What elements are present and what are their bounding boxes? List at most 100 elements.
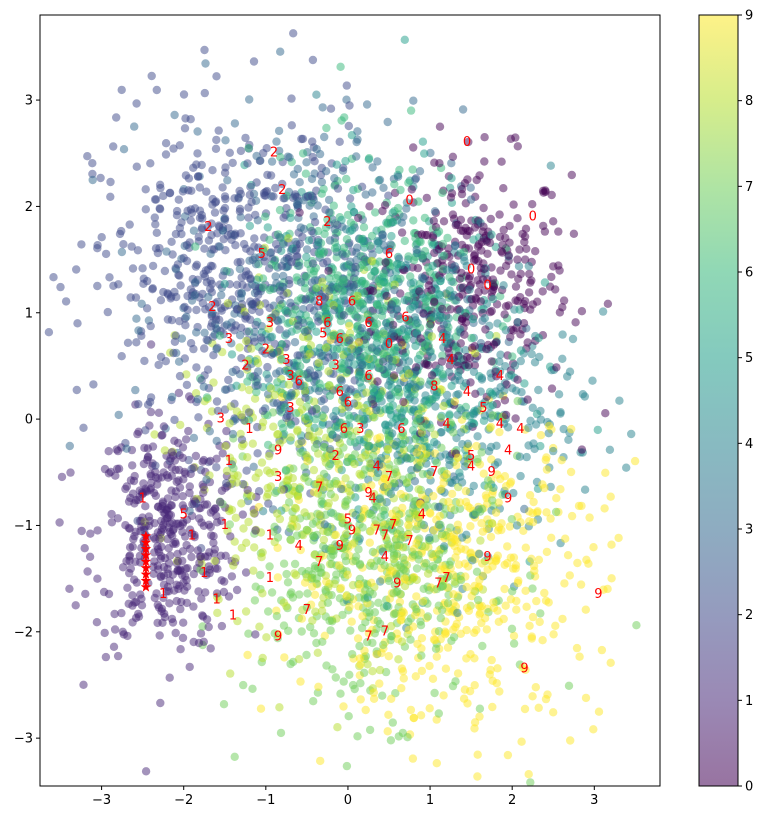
data-point: [150, 213, 159, 222]
data-point: [253, 422, 262, 432]
data-point: [564, 681, 574, 690]
data-point: [132, 314, 141, 323]
digit-annotation: 9: [483, 550, 491, 565]
data-point: [409, 96, 418, 105]
data-point: [384, 576, 394, 586]
data-point: [541, 187, 550, 196]
data-point: [348, 432, 357, 441]
data-point: [348, 680, 358, 690]
data-point: [250, 234, 259, 243]
data-point: [480, 314, 489, 323]
data-point: [222, 466, 232, 476]
data-point: [448, 152, 458, 161]
data-point: [293, 351, 302, 360]
y-tick-label: 2: [25, 200, 33, 215]
data-point: [301, 327, 310, 336]
data-point: [189, 433, 199, 443]
data-point: [163, 534, 172, 544]
data-point: [338, 543, 348, 552]
data-point: [147, 71, 156, 81]
digit-annotation: 7: [385, 470, 393, 485]
data-point: [495, 427, 504, 437]
data-point: [104, 589, 114, 599]
data-point: [264, 374, 273, 383]
data-point: [295, 178, 304, 187]
y-tick-label: −1: [14, 519, 33, 534]
data-point: [528, 518, 538, 527]
data-point: [283, 475, 292, 485]
data-point: [574, 501, 584, 511]
data-point: [412, 605, 421, 614]
data-point: [456, 576, 466, 585]
digit-annotation: 4: [467, 460, 475, 475]
data-point: [235, 343, 244, 352]
data-point: [426, 467, 436, 477]
data-point: [332, 479, 342, 489]
data-point: [92, 618, 102, 627]
data-point: [523, 395, 532, 404]
data-point: [175, 371, 185, 381]
data-point: [164, 587, 173, 596]
data-point: [522, 244, 531, 253]
data-point: [410, 390, 419, 399]
data-point: [396, 185, 405, 195]
data-point: [312, 90, 321, 99]
data-point: [322, 317, 331, 326]
data-point: [555, 266, 564, 275]
data-point: [155, 204, 165, 214]
data-point: [148, 261, 158, 271]
data-point: [250, 242, 259, 251]
data-point: [601, 468, 610, 477]
data-point: [212, 463, 221, 472]
data-point: [342, 368, 351, 377]
data-point: [513, 296, 522, 306]
data-point: [438, 313, 447, 322]
data-point: [267, 157, 277, 166]
data-point: [172, 477, 181, 486]
data-point: [431, 402, 440, 411]
data-point: [410, 175, 420, 184]
data-point: [354, 338, 364, 347]
data-point: [416, 711, 426, 720]
data-point: [286, 590, 295, 599]
data-point: [279, 271, 288, 281]
data-point: [493, 526, 503, 535]
data-point: [162, 247, 171, 256]
colorbar-tick-label: 4: [745, 437, 753, 452]
data-point: [506, 477, 516, 486]
data-point: [381, 533, 390, 542]
data-point: [232, 478, 241, 487]
data-point: [220, 168, 230, 177]
data-point: [65, 584, 74, 593]
data-point: [383, 117, 392, 127]
data-point: [406, 304, 415, 314]
data-point: [341, 529, 351, 539]
data-point: [197, 160, 206, 170]
data-point: [526, 778, 535, 786]
data-point: [176, 281, 185, 290]
data-point: [197, 594, 206, 603]
data-point: [146, 469, 155, 479]
data-point: [195, 206, 205, 215]
data-point: [353, 532, 362, 541]
data-point: [390, 479, 399, 488]
data-point: [554, 390, 564, 399]
data-point: [243, 159, 252, 168]
data-point: [245, 385, 254, 395]
data-point: [534, 385, 543, 395]
data-point: [500, 396, 510, 405]
data-point: [456, 544, 466, 553]
data-point: [170, 110, 179, 120]
data-point: [146, 340, 156, 349]
colorbar-gradient: [699, 15, 738, 786]
data-point: [104, 447, 113, 456]
data-point: [236, 146, 246, 156]
data-point: [422, 193, 431, 203]
data-point: [326, 626, 335, 635]
data-point: [379, 183, 388, 192]
data-point: [399, 674, 408, 683]
data-point: [101, 652, 111, 662]
data-point: [544, 429, 553, 438]
data-point: [198, 622, 207, 631]
digit-annotation: 6: [323, 316, 331, 331]
